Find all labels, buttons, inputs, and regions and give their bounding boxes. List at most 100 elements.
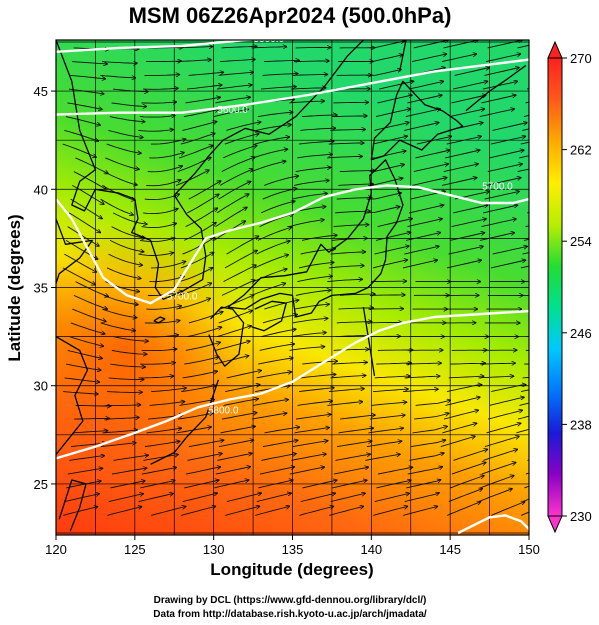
streamline (490, 136, 526, 145)
streamline (225, 506, 259, 516)
streamline (368, 428, 403, 434)
streamline (111, 349, 147, 354)
streamline (289, 220, 325, 228)
streamline (138, 493, 174, 503)
streamline (450, 476, 484, 489)
streamline (251, 161, 286, 173)
streamline (110, 363, 145, 367)
streamline (177, 283, 212, 296)
streamline (449, 109, 485, 118)
streamline (215, 207, 248, 227)
contour-label: 5700.0 (482, 181, 513, 192)
streamline (522, 128, 529, 131)
streamline (292, 74, 328, 75)
streamline (179, 268, 212, 283)
streamline (376, 363, 411, 364)
streamline (333, 467, 369, 475)
streamline (149, 152, 184, 159)
streamline (187, 454, 223, 461)
streamline (262, 188, 297, 200)
streamline (217, 453, 252, 461)
streamline (302, 235, 337, 241)
streamline (144, 441, 180, 448)
streamline (216, 85, 252, 90)
streamline (258, 480, 293, 489)
streamline (520, 141, 529, 145)
streamline (404, 376, 440, 378)
streamline (487, 410, 522, 420)
streamline (256, 125, 291, 131)
colorbar: 230 238 246 254 262 270 (547, 40, 592, 534)
y-tick-label: 45 (34, 84, 48, 99)
streamline (186, 85, 222, 90)
streamline (415, 400, 451, 406)
streamline (489, 150, 524, 159)
x-tick-label: 125 (124, 542, 146, 557)
streamline (374, 122, 409, 131)
streamline (176, 298, 210, 310)
streamline (151, 506, 186, 516)
x-tick-label: 135 (282, 542, 304, 557)
streamline (147, 166, 183, 173)
streamline (409, 453, 444, 461)
colorbar-tick-label: 238 (570, 417, 592, 432)
streamline (256, 372, 292, 379)
streamline (185, 467, 221, 475)
streamline (68, 212, 101, 233)
streamline (103, 171, 138, 186)
streamline (215, 341, 251, 351)
streamline (66, 481, 101, 489)
streamline (110, 481, 145, 489)
streamline (295, 414, 331, 420)
streamline (366, 193, 402, 200)
streamline (62, 391, 98, 395)
streamline (452, 81, 488, 90)
credit-data: Data from http://database.rish.kyoto-u.a… (153, 609, 427, 620)
streamline (70, 198, 103, 219)
streamline (141, 349, 177, 351)
streamline (182, 493, 218, 503)
streamline (223, 399, 259, 406)
streamline (107, 507, 142, 516)
height-contours: 5500.0 5600.0 5700.0 5700.0 5800.0 (56, 40, 529, 535)
streamline (72, 431, 108, 434)
streamline (329, 506, 364, 516)
streamline (487, 164, 523, 173)
streamline (291, 454, 326, 461)
streamline (102, 308, 137, 318)
streamline (66, 363, 101, 370)
x-axis-label: Longitude (degrees) (210, 560, 373, 579)
streamline (180, 252, 214, 269)
streamline (410, 440, 446, 448)
streamline (484, 436, 519, 448)
streamline (416, 136, 452, 145)
streamline (295, 167, 331, 173)
contour-label: 5600.0 (217, 105, 248, 116)
streamline (520, 265, 529, 269)
streamline (415, 150, 450, 159)
streamline (259, 344, 295, 351)
streamline (449, 233, 485, 241)
streamline (516, 428, 529, 434)
streamline (218, 440, 254, 448)
streamline (517, 415, 529, 420)
x-tick-label: 130 (203, 542, 225, 557)
streamline (69, 336, 103, 347)
height-contour (457, 514, 529, 535)
colorbar-tick-label: 254 (570, 234, 592, 249)
streamline (105, 157, 139, 169)
streamline (297, 276, 332, 283)
streamline (221, 413, 257, 420)
streamline (185, 97, 221, 104)
streamline (188, 312, 223, 324)
streamline (146, 306, 181, 310)
streamline (139, 238, 175, 243)
y-tick-label: 30 (34, 379, 48, 394)
streamline (486, 423, 522, 434)
streamline (108, 494, 144, 503)
streamline (445, 150, 480, 159)
streamline (340, 415, 375, 420)
coast-taiwan (58, 479, 87, 532)
colorbar-tick-label: 246 (570, 326, 592, 341)
streamline (103, 417, 139, 419)
